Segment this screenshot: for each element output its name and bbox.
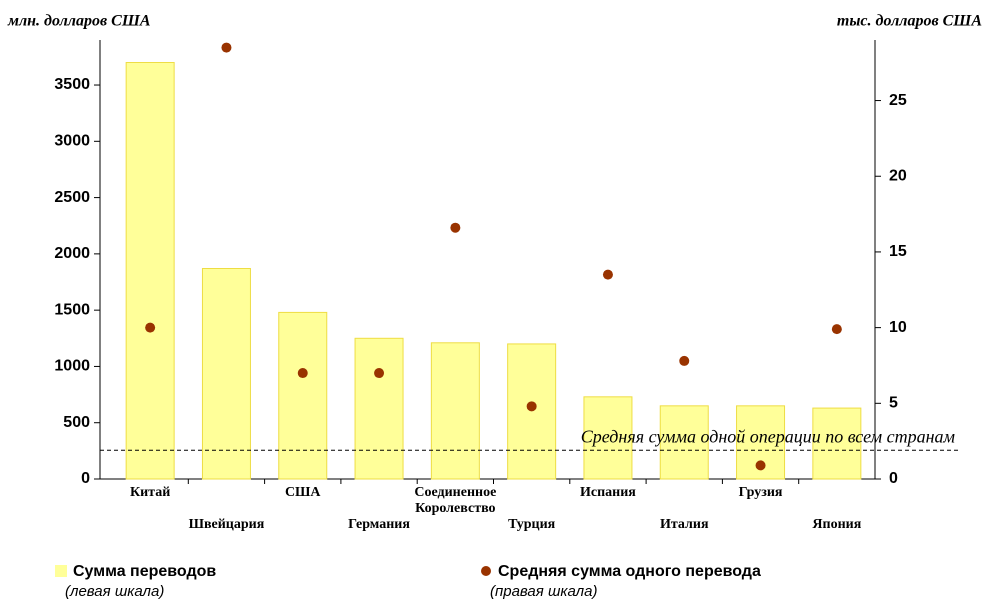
bar xyxy=(812,407,862,480)
y-tick-label: 3500 xyxy=(54,76,90,93)
point xyxy=(145,322,156,333)
legend-label: Средняя сумма одного перевода xyxy=(498,563,761,580)
y-tick-label: 1000 xyxy=(54,358,90,375)
y-axis-label: млн. долларов США xyxy=(7,13,151,30)
point xyxy=(526,401,537,412)
point xyxy=(679,355,690,366)
bar xyxy=(201,268,251,480)
legend-swatch xyxy=(481,566,491,576)
bar xyxy=(278,311,328,480)
x-tick-label-line: Соединенное xyxy=(414,485,496,500)
bar xyxy=(583,396,633,480)
y-tick-label: 500 xyxy=(63,414,90,431)
point xyxy=(297,368,308,379)
y2-axis-label: тыс. долларов США xyxy=(837,13,982,30)
y-tick-label: 2500 xyxy=(54,189,90,206)
bar xyxy=(125,62,175,480)
y2-tick-label: 25 xyxy=(889,92,907,109)
point xyxy=(831,324,842,335)
legend-swatch xyxy=(55,565,67,577)
point xyxy=(450,222,461,233)
legend-note: (левая шкала) xyxy=(65,583,164,600)
x-tick-label: Соединенное Королевство xyxy=(414,485,496,516)
point xyxy=(221,42,232,53)
x-tick-label: США xyxy=(285,485,321,500)
bar xyxy=(354,337,404,480)
y2-tick-label: 5 xyxy=(889,395,898,412)
y-tick-label: 1500 xyxy=(54,301,90,318)
point xyxy=(755,460,766,471)
x-tick-label-line: Королевство xyxy=(415,501,495,516)
x-tick-label: Грузия xyxy=(739,485,783,500)
legend-note: (правая шкала) xyxy=(490,583,597,600)
x-tick-label: Турция xyxy=(508,517,556,532)
point xyxy=(374,368,385,379)
y2-tick-label: 15 xyxy=(889,243,907,260)
x-tick-label: Швейцария xyxy=(189,517,265,532)
bar xyxy=(659,405,709,480)
legend-label: Сумма переводов xyxy=(73,563,216,580)
x-tick-label: Германия xyxy=(348,517,410,532)
x-tick-label: Китай xyxy=(130,485,170,500)
average-label: Средняя сумма одной операции по всем стр… xyxy=(581,426,956,446)
y2-tick-label: 20 xyxy=(889,167,907,184)
bar xyxy=(507,343,557,480)
y-tick-label: 0 xyxy=(81,470,90,487)
x-tick-label: Италия xyxy=(660,517,709,532)
y-tick-label: 2000 xyxy=(54,245,90,262)
x-tick-label: Испания xyxy=(580,485,636,500)
y2-tick-label: 10 xyxy=(889,319,907,336)
y-tick-label: 3000 xyxy=(54,133,90,150)
y2-tick-label: 0 xyxy=(889,470,898,487)
x-tick-label: Япония xyxy=(812,517,861,532)
bar xyxy=(430,342,480,480)
point xyxy=(602,269,613,280)
